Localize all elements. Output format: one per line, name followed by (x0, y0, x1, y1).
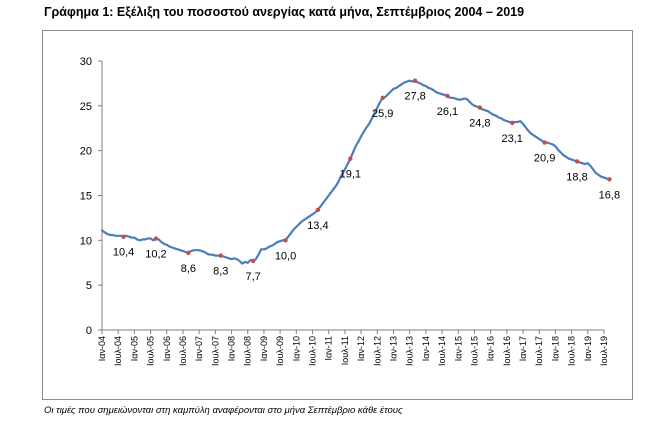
x-tick-label: Ιουλ-06 (178, 336, 188, 366)
data-label: 16,8 (599, 189, 620, 201)
x-tick-label: Ιουλ-07 (210, 336, 220, 366)
y-tick-label: 20 (80, 146, 92, 158)
x-tick-label: Ιαν-12 (356, 336, 366, 361)
x-tick-label: Ιαν-08 (227, 336, 237, 361)
x-tick-label: Ιουλ-05 (146, 336, 156, 366)
x-tick-label: Ιουλ-12 (372, 336, 382, 366)
data-label: 24,8 (469, 118, 490, 130)
y-tick-label: 30 (80, 56, 92, 68)
data-label: 20,9 (534, 153, 555, 165)
chart-frame (42, 30, 633, 400)
september-marker (250, 258, 256, 264)
x-tick-label: Ιουλ-16 (502, 336, 512, 366)
x-tick-label: Ιαν-11 (324, 336, 334, 361)
september-marker (348, 156, 353, 161)
september-marker (477, 105, 483, 110)
data-label: 19,1 (340, 169, 361, 181)
x-tick-label: Ιουλ-15 (469, 336, 479, 366)
data-label: 7,7 (245, 271, 260, 283)
x-tick-label: Ιουλ-09 (275, 336, 285, 366)
y-tick-label: 15 (80, 191, 92, 203)
x-tick-label: Ιαν-18 (550, 336, 560, 361)
x-tick-label: Ιαν-15 (453, 336, 463, 361)
x-tick-label: Ιαν-10 (291, 336, 301, 361)
x-tick-label: Ιουλ-04 (113, 336, 123, 366)
x-tick-label: Ιαν-09 (259, 336, 269, 361)
september-marker (542, 140, 547, 145)
data-label: 23,1 (502, 133, 523, 145)
data-label: 8,6 (181, 263, 196, 275)
x-tick-label: Ιαν-13 (388, 336, 398, 361)
x-tick-label: Ιαν-17 (518, 336, 528, 361)
x-tick-label: Ιαν-16 (486, 336, 496, 361)
september-marker (380, 95, 385, 100)
data-label: 10,4 (113, 247, 134, 259)
y-tick-label: 5 (86, 280, 92, 292)
x-tick-label: Ιαν-05 (129, 336, 139, 361)
september-marker (121, 234, 126, 239)
x-tick-label: Ιαν-06 (162, 336, 172, 361)
x-tick-label: Ιουλ-11 (340, 336, 350, 365)
september-marker (445, 93, 450, 99)
data-label: 25,9 (372, 108, 393, 120)
september-marker (574, 159, 580, 164)
x-tick-label: Ιουλ-19 (599, 336, 609, 366)
x-tick-label: Ιαν-19 (583, 336, 593, 361)
chart-footnote: Οι τιμές που σημειώνονται στη καμπύλη αν… (44, 405, 403, 416)
data-label: 26,1 (437, 106, 458, 118)
y-tick-label: 10 (80, 235, 92, 247)
data-label: 27,8 (404, 91, 425, 103)
x-tick-label: Ιουλ-13 (405, 336, 415, 366)
x-tick-label: Ιαν-07 (194, 336, 204, 361)
x-tick-label: Ιουλ-18 (567, 336, 577, 366)
data-label: 8,3 (213, 266, 228, 278)
x-tick-label: Ιαν-14 (421, 336, 431, 361)
y-tick-label: 0 (86, 325, 92, 337)
x-tick-label: Ιουλ-17 (534, 336, 544, 366)
data-label: 13,4 (307, 220, 328, 232)
y-tick-label: 25 (80, 101, 92, 113)
x-tick-label: Ιουλ-10 (308, 336, 318, 366)
chart-title: Γράφημα 1: Εξέλιξη του ποσοστού ανεργίας… (44, 5, 525, 19)
september-marker (283, 238, 288, 243)
september-marker (607, 177, 612, 182)
september-marker (186, 250, 191, 256)
data-label: 10,0 (275, 250, 296, 262)
data-label: 18,8 (566, 171, 587, 183)
x-tick-label: Ιουλ-14 (437, 336, 447, 366)
september-marker (510, 120, 515, 126)
data-label: 10,2 (145, 249, 166, 261)
x-tick-label: Ιαν-04 (97, 336, 107, 361)
september-marker (153, 236, 159, 241)
september-marker (218, 253, 223, 258)
x-tick-label: Ιουλ-08 (243, 336, 253, 366)
september-marker (412, 78, 418, 83)
september-marker (315, 207, 321, 213)
